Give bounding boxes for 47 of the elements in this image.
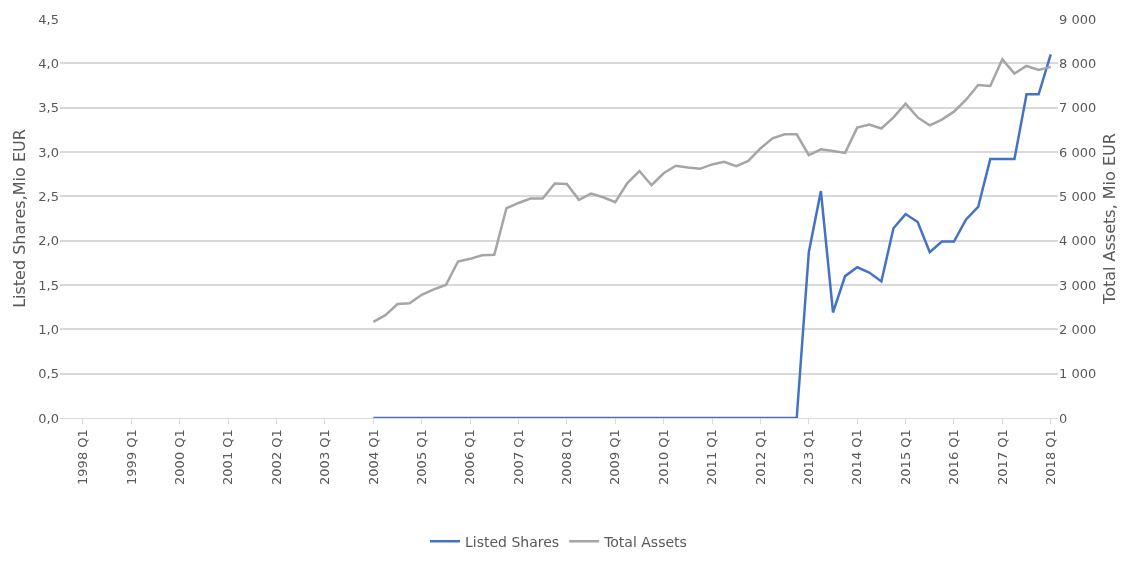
x-tick-label: 2000 Q1 xyxy=(171,429,187,485)
y-tick-label: 0,0 xyxy=(38,410,59,426)
line-series xyxy=(372,53,1052,418)
y2-tick-label: 5 000 xyxy=(1059,188,1097,204)
y2-tick-label: 2 000 xyxy=(1059,321,1097,337)
x-tick-label: 2012 Q1 xyxy=(752,429,768,485)
y2-tick-label: 7 000 xyxy=(1059,100,1097,116)
x-tick-label: 2007 Q1 xyxy=(510,429,526,485)
x-tick-label: 2003 Q1 xyxy=(317,429,333,485)
y2-tick-label: 6 000 xyxy=(1059,144,1097,160)
y2-tick-label: 8 000 xyxy=(1059,55,1097,71)
x-tick-label: 2017 Q1 xyxy=(994,429,1010,485)
x-tick-label: 2008 Q1 xyxy=(559,429,575,485)
y-tick-label: 3,0 xyxy=(38,144,59,160)
y2-tick-label: 9 000 xyxy=(1059,11,1097,27)
y2-tick-label: 3 000 xyxy=(1059,277,1097,293)
x-tick-label: 2011 Q1 xyxy=(704,429,720,485)
x-tick-label: 2018 Q1 xyxy=(1042,429,1058,485)
y-tick-label: 1,5 xyxy=(38,277,59,293)
y2-axis-title: Total Assets, Mio EUR xyxy=(1099,133,1119,305)
y-tick-label: 2,5 xyxy=(38,188,59,204)
x-tick-label: 2002 Q1 xyxy=(268,429,284,485)
y-tick-label: 1,0 xyxy=(38,321,59,337)
y-tick-label: 3,5 xyxy=(38,100,59,116)
y2-tick-label: 4 000 xyxy=(1059,233,1097,249)
y-axis-title: Listed Shares,Mio EUR xyxy=(10,129,30,308)
y-tick-label: 0,5 xyxy=(38,366,59,382)
y-tick-label: 2,0 xyxy=(38,233,59,249)
x-tick-label: 2010 Q1 xyxy=(655,429,671,485)
legend-label: Total Assets xyxy=(603,533,687,550)
x-tick-label: 2014 Q1 xyxy=(849,429,865,485)
x-tick-label: 2005 Q1 xyxy=(413,429,429,485)
y-tick-label: 4,5 xyxy=(38,11,59,27)
x-tick-label: 2006 Q1 xyxy=(462,429,478,485)
x-tick-label: 2015 Q1 xyxy=(897,429,913,485)
y2-tick-label: 1 000 xyxy=(1059,366,1097,382)
x-tick-label: 1998 Q1 xyxy=(75,429,91,485)
x-tick-label: 1999 Q1 xyxy=(123,429,139,485)
x-tick-label: 2016 Q1 xyxy=(946,429,962,485)
legend-label: Listed Shares xyxy=(465,533,560,550)
line-series xyxy=(372,58,1052,324)
y-tick-label: 4,0 xyxy=(38,55,59,71)
x-tick-label: 2004 Q1 xyxy=(365,429,381,485)
x-tick-label: 2009 Q1 xyxy=(607,429,623,485)
x-tick-label: 2013 Q1 xyxy=(801,429,817,485)
y2-tick-label: 0 xyxy=(1059,410,1068,426)
x-tick-label: 2001 Q1 xyxy=(220,429,236,485)
